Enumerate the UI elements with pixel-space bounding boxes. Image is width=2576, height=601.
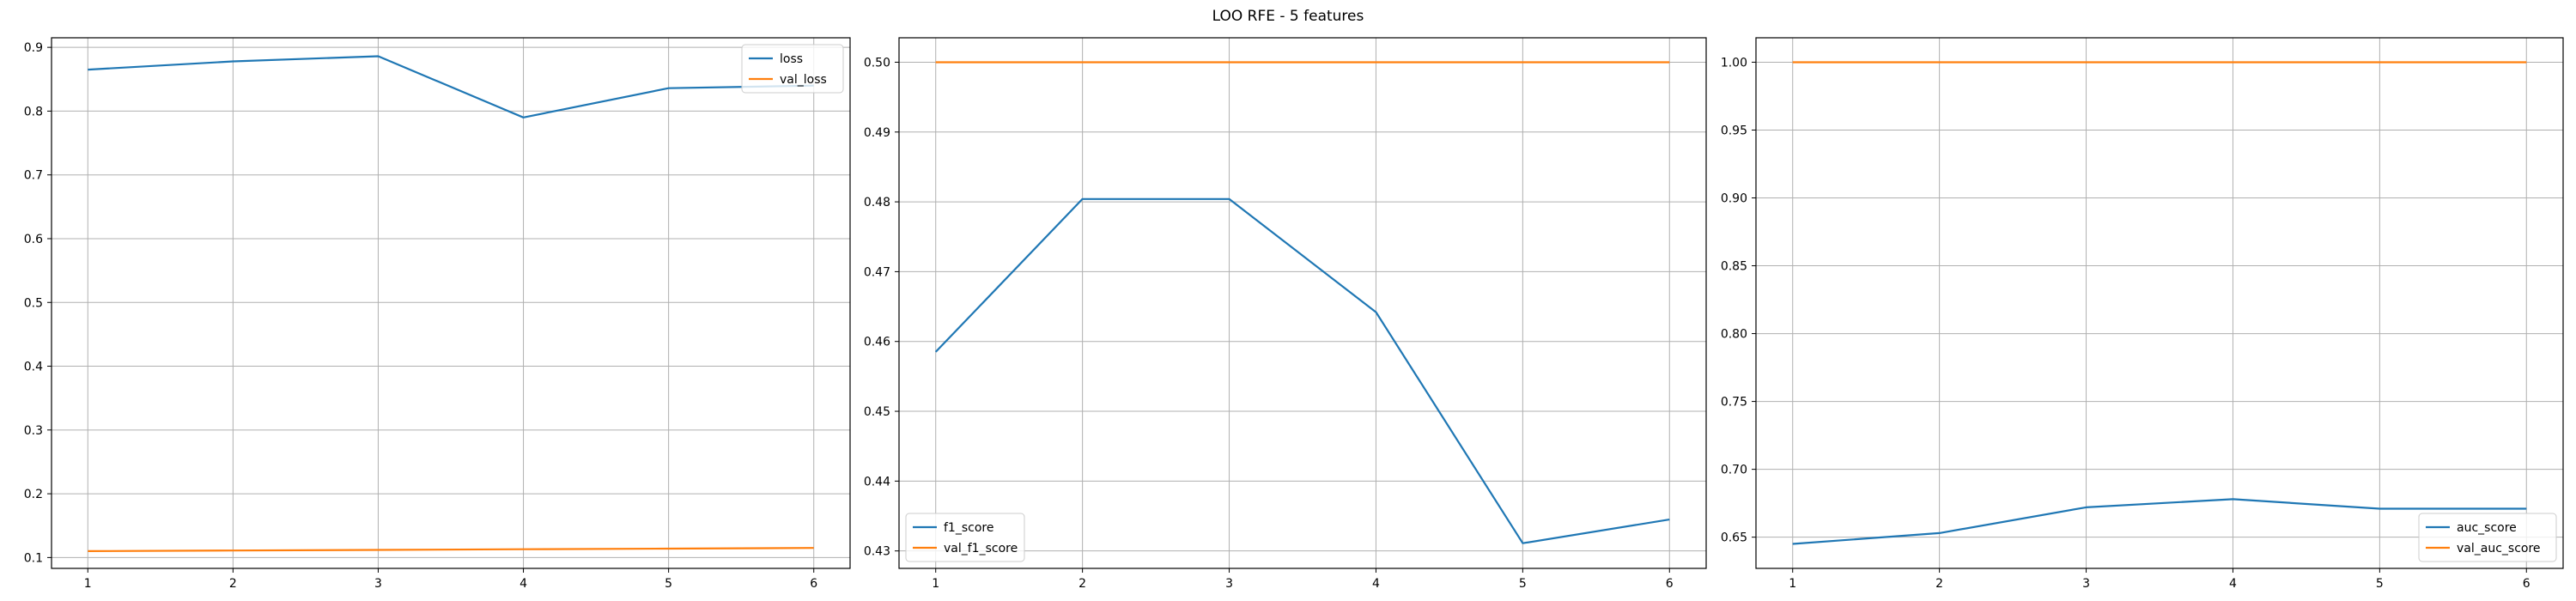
- x-tick-label: 2: [1935, 577, 1943, 591]
- y-tick-label: 0.9: [24, 41, 43, 55]
- legend-box: [2418, 513, 2557, 562]
- y-tick-label: 0.3: [24, 424, 43, 438]
- x-tick-label: 6: [1666, 577, 1674, 591]
- legend-label: auc_score: [2457, 521, 2517, 535]
- y-tick-label: 0.90: [1721, 192, 1747, 206]
- legend-label: f1_score: [944, 521, 993, 535]
- y-tick-label: 0.48: [864, 196, 890, 209]
- y-tick-label: 0.50: [864, 56, 890, 70]
- axes-frame: [1755, 37, 2564, 569]
- legend-label: val_auc_score: [2457, 542, 2541, 555]
- y-tick-label: 0.95: [1721, 124, 1747, 137]
- y-tick-label: 0.6: [24, 233, 43, 246]
- legend-label: val_f1_score: [944, 542, 1018, 555]
- subplot-3: 1 2 3 4 5 6 0.65 0.70 0.75 0.80 0.85 0.90 0.95 1.00 au…: [1721, 37, 2564, 591]
- x-tick-label: 3: [2082, 577, 2090, 591]
- series-line-auc_score: [1792, 498, 2527, 545]
- y-tick-label: 0.5: [24, 296, 43, 310]
- y-tick-label: 0.43: [864, 545, 890, 559]
- x-tick-label: 4: [1372, 577, 1380, 591]
- x-tick-label: 3: [1225, 577, 1233, 591]
- x-tick-label: 1: [932, 577, 939, 591]
- y-tick-label: 0.8: [24, 105, 43, 118]
- x-tick-label: 6: [2523, 577, 2530, 591]
- series-line-val_loss: [88, 547, 814, 553]
- axes-frame: [898, 37, 1707, 569]
- y-tick-label: 0.65: [1721, 531, 1747, 545]
- y-tick-label: 0.85: [1721, 260, 1747, 274]
- x-tick-label: 2: [1078, 577, 1086, 591]
- legend-box: [905, 513, 1025, 562]
- x-tick-label: 5: [665, 577, 672, 591]
- y-tick-label: 0.46: [864, 336, 890, 349]
- y-tick-label: 1.00: [1721, 56, 1747, 70]
- subplot-2: 1 2 3 4 5 6 0.43 0.44 0.45 0.46 0.47 0.48 0.49 0.50 f1…: [864, 37, 1707, 591]
- y-tick-label: 0.4: [24, 361, 43, 374]
- x-tick-label: 3: [374, 577, 382, 591]
- x-tick-label: 2: [229, 577, 237, 591]
- legend-label: val_loss: [780, 73, 827, 87]
- x-tick-label: 5: [2376, 577, 2384, 591]
- y-tick-label: 0.2: [24, 488, 43, 501]
- x-tick-label: 4: [519, 577, 527, 591]
- y-tick-label: 0.7: [24, 169, 43, 183]
- y-tick-label: 0.47: [864, 265, 890, 279]
- series-line-f1_score: [934, 197, 1670, 544]
- legend-label: loss: [780, 52, 803, 66]
- legend: auc_score val_auc_score: [2418, 513, 2557, 562]
- x-tick-label: 1: [84, 577, 92, 591]
- y-tick-label: 0.44: [864, 475, 890, 489]
- series-line-loss: [88, 55, 814, 118]
- x-tick-label: 4: [2229, 577, 2237, 591]
- legend-box: [741, 44, 844, 94]
- y-tick-label: 0.1: [24, 551, 43, 565]
- y-tick-label: 0.49: [864, 126, 890, 140]
- x-tick-label: 5: [1519, 577, 1527, 591]
- x-tick-label: 6: [810, 577, 817, 591]
- legend: loss val_loss: [741, 44, 844, 94]
- figure-title: LOO RFE - 5 features: [1212, 8, 1364, 25]
- y-tick-label: 0.45: [864, 405, 890, 419]
- subplot-1: 1 2 3 4 5 6 0.1 0.2 0.3 0.4 0.5 0.6 0.7 0.8 0.9 loss val…: [24, 37, 851, 591]
- y-tick-label: 0.70: [1721, 464, 1747, 477]
- legend: f1_score val_f1_score: [905, 513, 1025, 562]
- y-tick-label: 0.80: [1721, 328, 1747, 342]
- axes-frame: [51, 37, 851, 569]
- y-tick-label: 0.75: [1721, 396, 1747, 410]
- x-tick-label: 1: [1789, 577, 1796, 591]
